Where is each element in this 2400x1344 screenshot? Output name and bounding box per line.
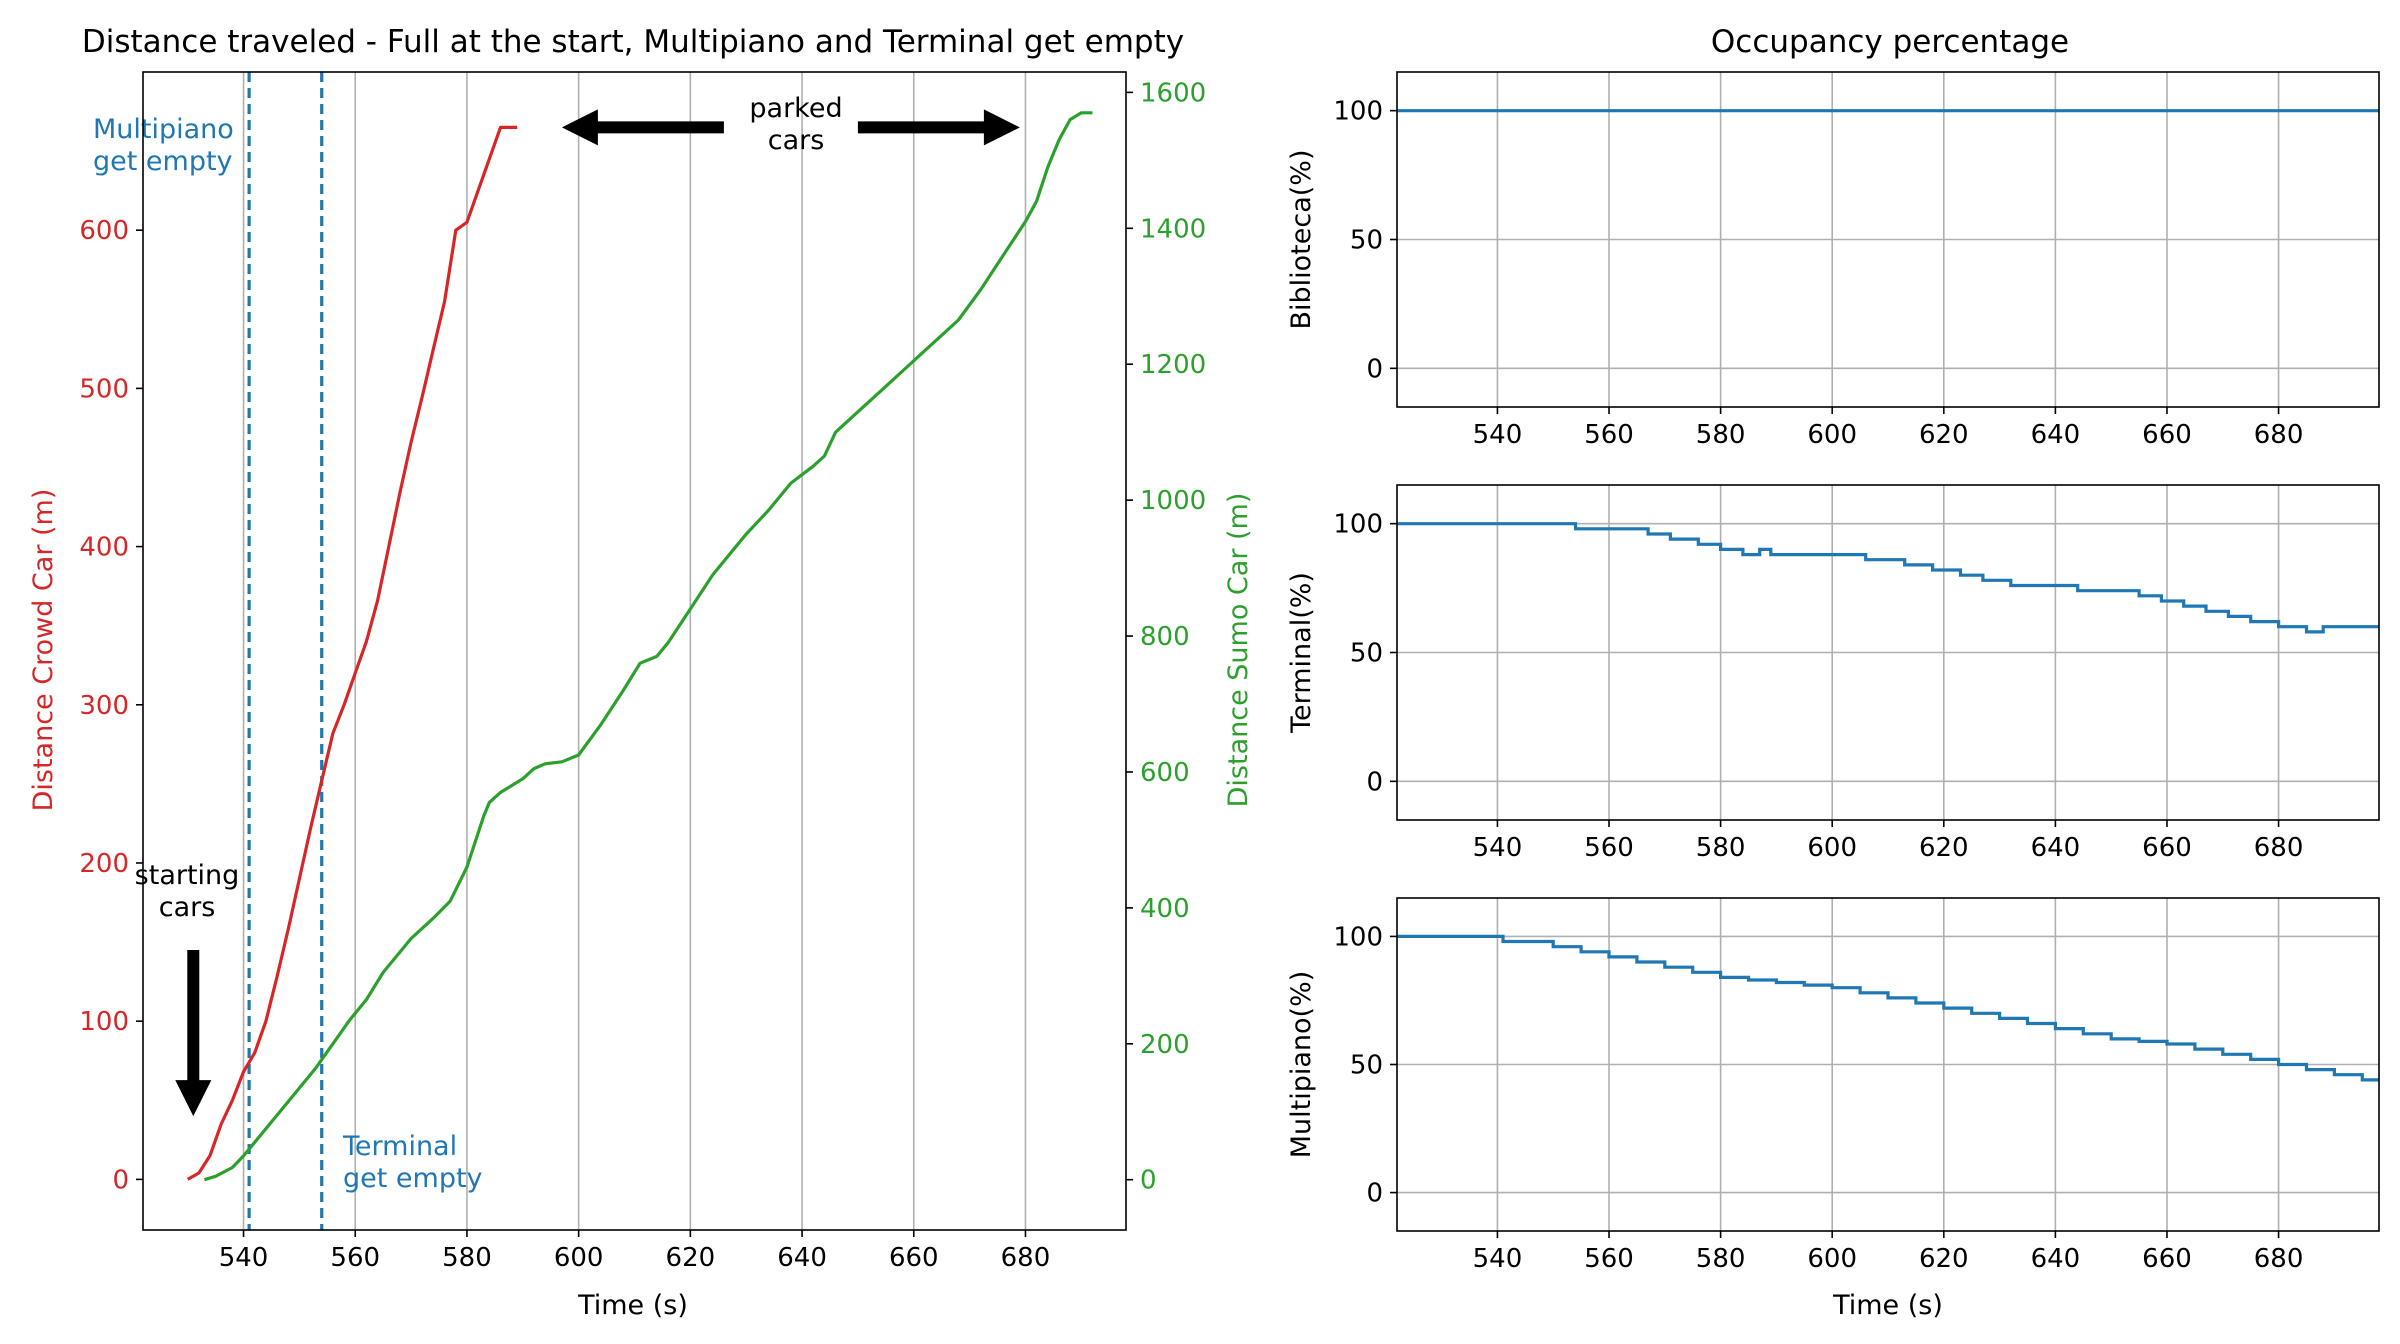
x-tick-label: 640: [777, 1243, 827, 1273]
y-tick-label: 50: [1350, 639, 1383, 669]
annotation-parked-line: parked: [749, 93, 842, 124]
distance-chart-title: Distance traveled - Full at the start, M…: [82, 24, 1184, 60]
annotation-parked-line: cars: [768, 125, 825, 156]
subplot-frame: [1396, 484, 2380, 821]
parked-right-arrow: [857, 109, 1020, 146]
terminal-subplot: 540 560 580 600 620 640 660 680 0 50 100 Terminal(%…: [1286, 484, 2380, 863]
x-tick-label: 560: [1584, 1244, 1634, 1274]
annotation-starting-line: cars: [159, 892, 216, 923]
distance-x-ticks: 540 560 580 600 620 640 660 680: [219, 1230, 1051, 1273]
x-tick-label: 640: [2031, 1244, 2081, 1274]
annotation-multipiano-line-line: get empty: [93, 146, 233, 177]
annotation-arrows: [175, 109, 1020, 1117]
y2-tick-label: 600: [1140, 758, 1190, 788]
x-tick-label: 660: [2142, 420, 2192, 450]
y2-tick-label: 1200: [1140, 350, 1206, 380]
occupancy-title: Occupancy percentage: [1711, 24, 2069, 60]
x-tick-label: 580: [1696, 1244, 1746, 1274]
distance-x-axis-label: Time (s): [577, 1290, 688, 1321]
sumo-car-line: [203, 111, 1093, 1182]
y2-tick-label: 400: [1140, 894, 1190, 924]
subplot-x-axis-label: Time (s): [1832, 1290, 1943, 1321]
occupancy-line: [1397, 522, 2379, 634]
y-tick-label: 50: [1350, 226, 1383, 256]
crowd-y-axis-label: Distance Crowd Car (m): [28, 489, 59, 812]
y2-tick-label: 200: [1140, 1030, 1190, 1060]
x-tick-label: 540: [1473, 833, 1523, 863]
sumo-y-axis-label: Distance Sumo Car (m): [1223, 493, 1254, 808]
x-tick-label: 660: [2142, 833, 2192, 863]
empty-time-markers: [247, 72, 324, 1230]
annotation-multipiano-line-line: Multipiano: [93, 114, 234, 145]
x-tick-label: 680: [1001, 1243, 1051, 1273]
x-tick-label: 540: [219, 1243, 269, 1273]
x-tick-label: 560: [330, 1243, 380, 1273]
y-tick-label: 0: [112, 1165, 129, 1195]
y-tick-label: 0: [1366, 1179, 1383, 1209]
y2-tick-label: 1000: [1140, 486, 1206, 516]
x-tick-label: 620: [1919, 1244, 1969, 1274]
y-tick-label: 100: [1333, 922, 1383, 952]
annotation-terminal-line-line: Terminal: [342, 1131, 457, 1162]
x-tick-label: 600: [1807, 420, 1857, 450]
x-tick-label: 580: [442, 1243, 492, 1273]
y-tick-label: 200: [79, 849, 129, 879]
subplot-y-axis-label: Biblioteca(%): [1286, 150, 1317, 330]
parked-left-arrow: [561, 109, 724, 146]
distance-grid: [242, 72, 1027, 1230]
x-tick-label: 540: [1473, 1244, 1523, 1274]
y-tick-label: 400: [79, 533, 129, 563]
starting-cars-arrow: [175, 950, 212, 1117]
annotation-terminal-line-line: get empty: [343, 1163, 483, 1194]
x-tick-label: 660: [2142, 1244, 2192, 1274]
x-tick-label: 600: [554, 1243, 604, 1273]
y-tick-label: 100: [79, 1007, 129, 1037]
distance-plot-frame: [142, 71, 1127, 1231]
x-tick-label: 560: [1584, 833, 1634, 863]
x-tick-label: 680: [2254, 1244, 2304, 1274]
y-tick-label: 100: [1333, 510, 1383, 540]
x-tick-label: 580: [1696, 420, 1746, 450]
distance-series: [186, 111, 1093, 1182]
x-tick-label: 640: [2031, 833, 2081, 863]
sumo-y-ticks: 0 200 400 600 800 1000 1200 1400 1600: [1126, 78, 1206, 1196]
y-tick-label: 500: [79, 374, 129, 404]
y-tick-label: 600: [79, 216, 129, 246]
annotation-starting-line: starting: [135, 860, 240, 891]
x-tick-label: 560: [1584, 420, 1634, 450]
y2-tick-label: 800: [1140, 622, 1190, 652]
x-tick-label: 680: [2254, 420, 2304, 450]
y-tick-label: 0: [1366, 767, 1383, 797]
subplot-frame: [1396, 897, 2380, 1232]
subplot-y-axis-label: Terminal(%): [1286, 572, 1317, 734]
y-tick-label: 100: [1333, 97, 1383, 127]
distance-chart: Distance traveled - Full at the start, M…: [28, 24, 1254, 1321]
crowd-car-line: [186, 125, 518, 1181]
x-tick-label: 620: [1919, 833, 1969, 863]
x-tick-label: 640: [2031, 420, 2081, 450]
occupancy-charts: Occupancy percentage 540 560 580 600 620 640 6…: [1286, 24, 2380, 1321]
subplot-y-axis-label: Multipiano(%): [1286, 971, 1317, 1159]
y2-tick-label: 0: [1140, 1166, 1157, 1196]
x-tick-label: 680: [2254, 833, 2304, 863]
x-tick-label: 620: [666, 1243, 716, 1273]
biblioteca-subplot: 540 560 580 600 620 640 660 680 0 50 100 Biblioteca…: [1286, 71, 2380, 450]
subplot-frame: [1396, 71, 2380, 408]
multipiano-subplot: 540 560 580 600 620 640 660 680 0 50 100 Multipiano…: [1286, 897, 2380, 1321]
x-tick-label: 620: [1919, 420, 1969, 450]
y-tick-label: 50: [1350, 1051, 1383, 1081]
x-tick-label: 600: [1807, 833, 1857, 863]
x-tick-label: 540: [1473, 420, 1523, 450]
x-tick-label: 580: [1696, 833, 1746, 863]
y2-tick-label: 1600: [1140, 78, 1206, 108]
y2-tick-label: 1400: [1140, 214, 1206, 244]
y-tick-label: 300: [79, 691, 129, 721]
y-tick-label: 0: [1366, 354, 1383, 384]
occupancy-line: [1397, 934, 2379, 1082]
x-tick-label: 660: [889, 1243, 939, 1273]
crowd-y-ticks: 0 100 200 300 400 500 600: [79, 216, 143, 1195]
x-tick-label: 600: [1807, 1244, 1857, 1274]
